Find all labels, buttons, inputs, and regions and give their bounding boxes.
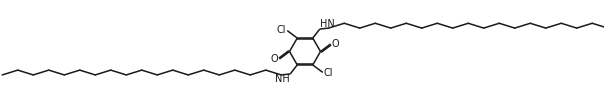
Text: O: O <box>271 54 278 64</box>
Text: O: O <box>332 39 339 49</box>
Text: HN: HN <box>320 19 335 29</box>
Text: Cl: Cl <box>324 68 333 78</box>
Text: NH: NH <box>275 74 290 84</box>
Text: Cl: Cl <box>277 25 286 35</box>
